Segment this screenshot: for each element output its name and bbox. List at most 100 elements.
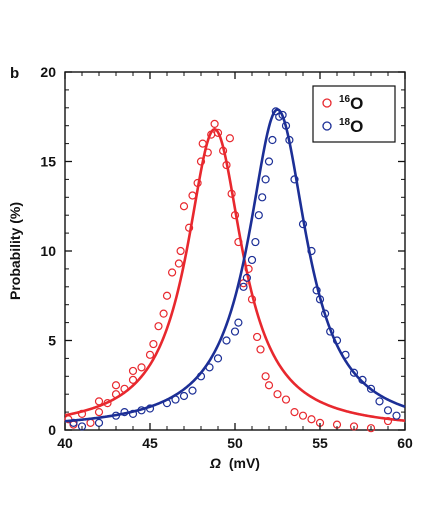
data-point bbox=[298, 220, 308, 229]
data-point bbox=[94, 408, 104, 417]
data-point bbox=[120, 384, 129, 393]
panel-label: b bbox=[10, 65, 19, 82]
data-point bbox=[278, 110, 287, 120]
data-point bbox=[149, 339, 158, 349]
data-point bbox=[290, 408, 299, 417]
legend-mass-number: 18 bbox=[339, 117, 351, 128]
y-tick-label: 20 bbox=[40, 64, 56, 80]
data-point bbox=[219, 146, 228, 155]
data-point bbox=[103, 399, 112, 408]
data-point bbox=[77, 409, 87, 418]
data-point bbox=[375, 397, 384, 406]
data-point bbox=[225, 134, 234, 143]
data-point bbox=[383, 416, 393, 426]
legend-label-18O: 18O bbox=[339, 117, 363, 136]
data-point bbox=[205, 363, 214, 372]
data-point bbox=[171, 395, 180, 404]
x-tick-label: 50 bbox=[227, 435, 243, 451]
data-point bbox=[315, 295, 325, 304]
data-point bbox=[120, 408, 129, 417]
data-point bbox=[69, 418, 78, 427]
data-point bbox=[176, 246, 185, 256]
data-point bbox=[264, 381, 274, 390]
data-point bbox=[244, 264, 253, 273]
data-point bbox=[234, 237, 243, 247]
data-point bbox=[111, 381, 121, 390]
legend-box bbox=[312, 85, 396, 143]
data-point bbox=[154, 322, 163, 331]
data-point bbox=[179, 202, 189, 211]
data-point bbox=[254, 211, 263, 220]
data-point bbox=[162, 399, 172, 408]
data-point bbox=[281, 395, 291, 404]
y-tick-label: 10 bbox=[40, 243, 56, 259]
data-point bbox=[128, 375, 138, 384]
data-point bbox=[358, 375, 367, 384]
data-point bbox=[193, 178, 202, 188]
data-point bbox=[188, 191, 197, 200]
data-point bbox=[94, 418, 104, 427]
data-point bbox=[196, 157, 206, 166]
data-point bbox=[128, 366, 138, 376]
legend-element-symbol: O bbox=[350, 94, 363, 113]
x-axis-symbol: Ω bbox=[209, 455, 221, 471]
data-point bbox=[128, 409, 138, 418]
data-point bbox=[253, 332, 262, 342]
data-point bbox=[162, 291, 172, 300]
data-point bbox=[383, 406, 393, 415]
data-point bbox=[247, 295, 257, 304]
data-point bbox=[290, 175, 299, 184]
data-point bbox=[242, 273, 251, 282]
data-point bbox=[247, 255, 257, 265]
x-axis-label: Ω (mV) bbox=[209, 455, 260, 471]
data-point bbox=[168, 268, 177, 277]
data-point bbox=[227, 189, 236, 198]
data-point bbox=[251, 237, 260, 247]
data-point bbox=[203, 148, 212, 157]
x-tick-label: 55 bbox=[312, 435, 328, 451]
data-point bbox=[256, 345, 265, 354]
fit-curve-18O bbox=[64, 108, 406, 423]
data-point bbox=[366, 424, 376, 433]
data-point bbox=[261, 372, 270, 381]
data-point bbox=[326, 327, 335, 336]
fit-curve-16O bbox=[64, 127, 406, 423]
data-point bbox=[145, 404, 155, 413]
data-point bbox=[188, 386, 197, 395]
y-axis-label-group: Probability (%) bbox=[7, 202, 23, 300]
data-point bbox=[179, 391, 189, 401]
data-point bbox=[86, 418, 95, 427]
data-point bbox=[307, 415, 316, 424]
legend-marker-16O bbox=[322, 98, 332, 108]
data-point bbox=[137, 406, 146, 415]
legend-element-symbol: O bbox=[350, 117, 363, 136]
data-point bbox=[198, 139, 207, 148]
data-point bbox=[261, 175, 270, 184]
legend-marker-18O bbox=[322, 121, 332, 131]
legend-label-16O: 16O bbox=[339, 94, 363, 113]
data-point bbox=[222, 336, 231, 345]
y-tick-label: 0 bbox=[48, 422, 56, 438]
tick-layer: 40 45 50 55 60 0 5 10 15 20 bbox=[40, 64, 413, 451]
data-point bbox=[185, 223, 194, 232]
data-point bbox=[392, 411, 401, 420]
data-point bbox=[285, 135, 294, 145]
data-point bbox=[94, 397, 104, 406]
series-18O bbox=[64, 107, 406, 431]
data-point bbox=[111, 411, 121, 420]
data-point bbox=[268, 135, 277, 145]
data-point bbox=[341, 350, 350, 359]
data-point bbox=[312, 286, 321, 295]
data-point bbox=[159, 309, 168, 318]
data-point bbox=[307, 246, 316, 256]
y-tick-label: 15 bbox=[40, 154, 56, 170]
data-point bbox=[234, 318, 243, 327]
legend-mass-number: 16 bbox=[339, 94, 351, 105]
x-axis-unit: (mV) bbox=[229, 455, 260, 471]
data-point bbox=[349, 368, 359, 377]
data-point bbox=[174, 259, 183, 268]
data-point bbox=[258, 193, 267, 202]
data-point bbox=[111, 390, 121, 399]
data-point bbox=[321, 309, 330, 318]
